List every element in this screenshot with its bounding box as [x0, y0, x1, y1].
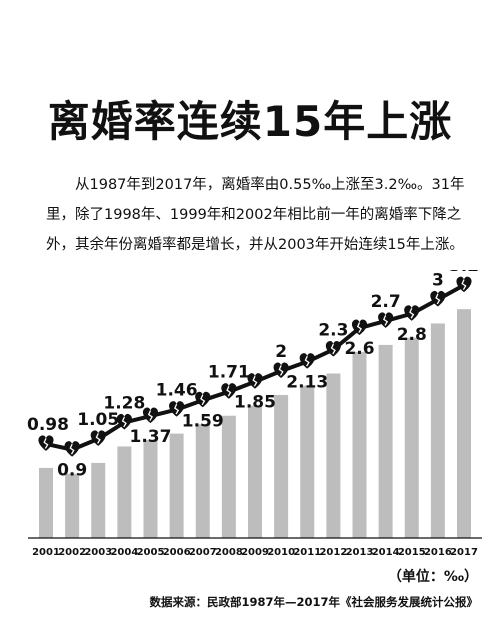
broken-heart-icon: [169, 401, 185, 417]
x-tick-2008: 2008: [215, 547, 243, 558]
value-label-2017: 3.2: [449, 270, 479, 276]
broken-heart-icon: [195, 391, 211, 408]
value-label-2005: 1.37: [130, 427, 172, 447]
bar-2017: [457, 309, 471, 538]
x-tick-2004: 2004: [110, 547, 138, 558]
value-label-2001: 0.98: [27, 415, 69, 435]
bar-2003: [91, 462, 106, 538]
tick-label-group: 2001200220032004200520062007200820092010…: [32, 547, 478, 558]
bar-2004: [117, 446, 132, 538]
broken-heart-icon: [38, 435, 54, 451]
broken-heart-icon: [299, 353, 315, 369]
x-tick-2010: 2010: [267, 547, 295, 558]
x-tick-2012: 2012: [319, 547, 347, 558]
x-tick-2011: 2011: [293, 547, 321, 558]
bar-2002: [65, 473, 80, 538]
bar-group: [39, 309, 471, 538]
value-label-2002: 0.9: [57, 461, 87, 481]
x-tick-2014: 2014: [372, 547, 400, 558]
unit-label: （单位：‰）: [387, 569, 478, 585]
x-tick-2002: 2002: [58, 547, 86, 558]
x-tick-2001: 2001: [32, 547, 60, 558]
value-label-2012: 2.3: [318, 321, 348, 341]
x-tick-2005: 2005: [137, 547, 165, 558]
value-label-2011: 2.13: [286, 373, 328, 393]
page-title: 离婚率连续15年上涨: [47, 97, 453, 146]
value-label-2013: 2.6: [344, 339, 374, 359]
divorce-rate-chart: 0.98 0.9 1.051.28 1.37 1.46 1.59 1.71 1.85 2 2.13…: [27, 270, 482, 558]
value-label-2004: 1.28: [103, 393, 145, 413]
broken-heart-icon: [116, 413, 132, 430]
value-label-2010: 2: [275, 342, 287, 362]
broken-heart-icon: [221, 383, 237, 399]
value-label-2014: 2.7: [371, 292, 401, 312]
broken-heart-icon: [247, 373, 263, 389]
value-label-2003: 1.05: [77, 410, 119, 430]
x-tick-2017: 2017: [450, 547, 478, 558]
bar-2010: [274, 394, 289, 538]
bar-2014: [378, 344, 393, 538]
broken-heart-icon: [142, 407, 159, 424]
bar-2008: [221, 415, 236, 538]
value-label-group: 0.98 0.9 1.051.28 1.37 1.46 1.59 1.71 1.85 2 2.13…: [27, 270, 479, 481]
value-label-2016: 3: [432, 270, 444, 290]
value-label-2009: 1.85: [234, 393, 276, 413]
bar-2013: [352, 352, 367, 538]
broken-heart-icon: [273, 362, 289, 378]
marker-group: [38, 276, 472, 457]
value-label-2015: 2.8: [397, 325, 427, 345]
bar-2007: [195, 424, 210, 538]
source-note: 数据来源：民政部1987年—2017年《社会服务发展统计公报》: [149, 595, 478, 609]
bar-2001: [39, 467, 53, 538]
value-label-2007: 1.59: [182, 411, 224, 431]
bar-2005: [143, 440, 158, 538]
x-tick-2016: 2016: [424, 547, 452, 558]
x-tick-2009: 2009: [241, 547, 269, 558]
broken-heart-icon: [325, 340, 341, 357]
x-tick-2006: 2006: [163, 547, 191, 558]
value-label-2006: 1.46: [156, 381, 198, 401]
bar-2009: [248, 405, 262, 538]
broken-heart-icon: [64, 441, 80, 457]
broken-heart-icon: [404, 305, 420, 321]
bar-2012: [326, 373, 341, 538]
value-label-2008: 1.71: [208, 363, 250, 383]
x-tick-2015: 2015: [398, 547, 426, 558]
bar-2016: [430, 323, 445, 538]
bar-2011: [300, 385, 315, 538]
bar-2015: [404, 337, 419, 538]
x-tick-2007: 2007: [189, 547, 217, 558]
broken-heart-icon: [378, 312, 394, 328]
description-text: 从1987年到2017年，离婚率由0.55‰上涨至3.2‰。31年里，除了199…: [46, 177, 465, 253]
bar-2006: [169, 433, 184, 538]
x-tick-2003: 2003: [84, 547, 112, 558]
broken-heart-icon: [456, 276, 472, 293]
broken-heart-icon: [90, 430, 106, 446]
broken-heart-icon: [351, 319, 368, 336]
x-tick-2013: 2013: [346, 547, 374, 558]
broken-heart-icon: [430, 290, 446, 307]
